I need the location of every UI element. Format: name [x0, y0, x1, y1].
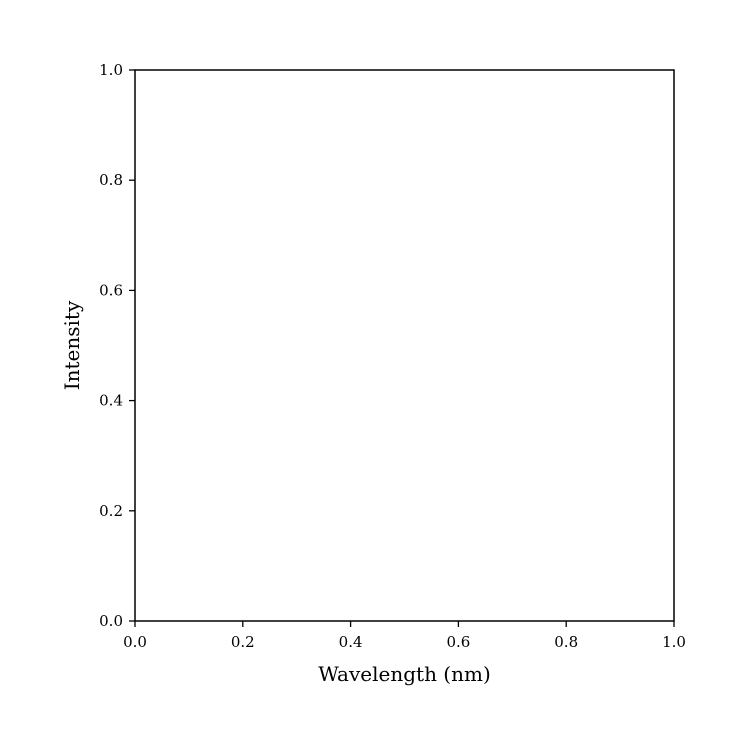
plot-area — [135, 70, 674, 621]
x-tick-label: 0.2 — [231, 633, 255, 651]
x-axis-label: Wavelength (nm) — [318, 662, 491, 686]
x-tick-label: 0.6 — [446, 633, 470, 651]
y-axis-label: Intensity — [60, 300, 84, 390]
x-tick-label: 0.8 — [554, 633, 578, 651]
y-tick-label: 0.8 — [99, 171, 123, 189]
x-tick-label: 1.0 — [662, 633, 686, 651]
y-tick-label: 0.2 — [99, 502, 123, 520]
y-tick-label: 1.0 — [99, 61, 123, 79]
x-tick-label: 0.0 — [123, 633, 147, 651]
y-tick-label: 0.0 — [99, 612, 123, 630]
y-axis-ticks: 0.0 0.2 0.4 0.6 0.8 1.0 — [99, 61, 135, 630]
x-tick-label: 0.4 — [339, 633, 363, 651]
x-axis-ticks: 0.0 0.2 0.4 0.6 0.8 1.0 — [123, 621, 686, 651]
axes-frame — [134, 69, 675, 622]
y-tick-label: 0.6 — [99, 281, 123, 299]
y-tick-label: 0.4 — [99, 392, 123, 410]
